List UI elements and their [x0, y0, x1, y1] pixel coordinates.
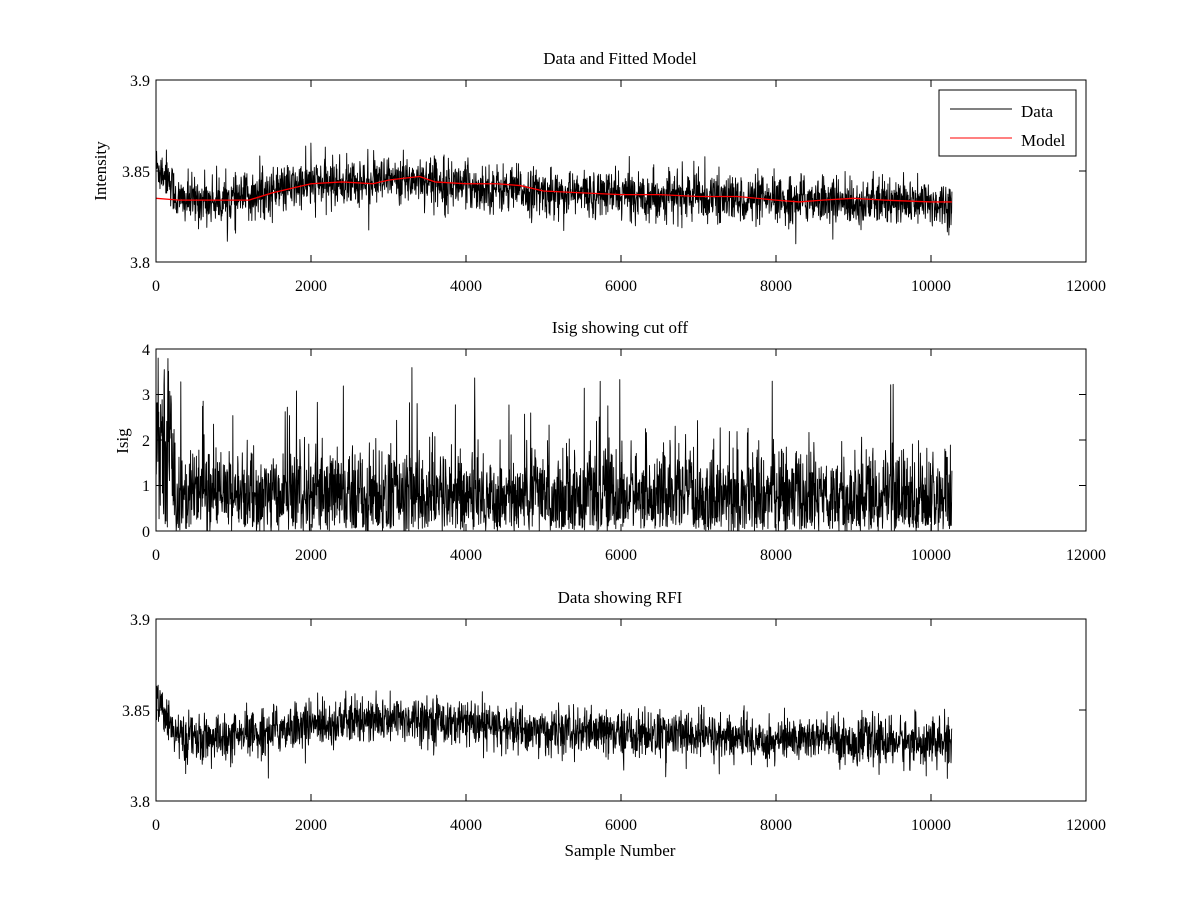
panel-1-ylabel: Intensity — [91, 141, 110, 201]
legend-label-model: Model — [1021, 131, 1066, 150]
panel-3-title: Data showing RFI — [558, 588, 683, 607]
y-tick-label: 2 — [142, 433, 150, 450]
x-tick-label: 4000 — [450, 547, 482, 564]
x-tick-label: 8000 — [760, 278, 792, 295]
x-tick-label: 0 — [152, 547, 160, 564]
legend-label-data: Data — [1021, 102, 1054, 121]
y-tick-label: 3.8 — [130, 255, 150, 272]
series-line-series-0 — [156, 357, 953, 531]
x-tick-label: 12000 — [1066, 817, 1106, 834]
panel-3-ticks — [155, 618, 1087, 802]
x-tick-label: 4000 — [450, 817, 482, 834]
x-tick-label: 6000 — [605, 547, 637, 564]
panel-1-ticks — [155, 79, 1087, 263]
y-tick-label: 0 — [142, 524, 150, 541]
x-tick-label: 4000 — [450, 278, 482, 295]
y-tick-label: 3.9 — [130, 73, 150, 90]
legend-box — [938, 89, 1077, 157]
x-tick-label: 10000 — [911, 278, 951, 295]
panel-2-ylabel: Isig — [113, 428, 132, 454]
x-tick-label: 8000 — [760, 547, 792, 564]
panel-1-title: Data and Fitted Model — [543, 49, 697, 68]
x-tick-label: 6000 — [605, 278, 637, 295]
x-tick-label: 0 — [152, 278, 160, 295]
x-tick-label: 12000 — [1066, 278, 1106, 295]
y-tick-label: 3.85 — [122, 164, 150, 181]
panel-2-ticks — [155, 348, 1087, 532]
x-tick-label: 2000 — [295, 817, 327, 834]
panel-3-plot-area — [156, 684, 953, 779]
x-tick-label: 2000 — [295, 278, 327, 295]
panel-2-y-tick-labels: 0 1 2 3 4 — [142, 342, 150, 541]
panel-1-plot-area — [156, 142, 953, 245]
panel-3-xlabel: Sample Number — [565, 841, 676, 860]
series-line-model — [156, 175, 952, 203]
series-line-data — [156, 142, 953, 245]
panel-2-plot-area — [156, 357, 953, 531]
panel-2-x-tick-labels: 0 2000 4000 6000 8000 10000 12000 — [152, 547, 1106, 564]
panel-2: Isig showing cut off Isig 0 2000 4000 60… — [113, 318, 1106, 564]
panel-3: Data showing RFI 0 2000 4000 6000 8000 1… — [122, 588, 1106, 860]
x-tick-label: 2000 — [295, 547, 327, 564]
x-tick-label: 12000 — [1066, 547, 1106, 564]
y-tick-label: 3.85 — [122, 703, 150, 720]
panel-3-x-tick-labels: 0 2000 4000 6000 8000 10000 12000 — [152, 817, 1106, 834]
y-tick-label: 3.8 — [130, 794, 150, 811]
x-tick-label: 10000 — [911, 817, 951, 834]
y-tick-label: 3.9 — [130, 612, 150, 629]
panel-3-y-tick-labels: 3.8 3.85 3.9 — [122, 612, 150, 811]
y-tick-label: 1 — [142, 478, 150, 495]
series-line-series-0 — [156, 684, 953, 779]
legend: Data Model — [938, 89, 1077, 157]
y-tick-label: 3 — [142, 387, 150, 404]
panel-2-title: Isig showing cut off — [552, 318, 688, 337]
y-tick-label: 4 — [142, 342, 150, 359]
x-tick-label: 10000 — [911, 547, 951, 564]
x-tick-label: 0 — [152, 817, 160, 834]
x-tick-label: 6000 — [605, 817, 637, 834]
panel-1: Data and Fitted Model Intensity 0 2000 4… — [91, 49, 1106, 295]
panel-1-y-tick-labels: 3.8 3.85 3.9 — [122, 73, 150, 272]
x-tick-label: 8000 — [760, 817, 792, 834]
panel-1-x-tick-labels: 0 2000 4000 6000 8000 10000 12000 — [152, 278, 1106, 295]
